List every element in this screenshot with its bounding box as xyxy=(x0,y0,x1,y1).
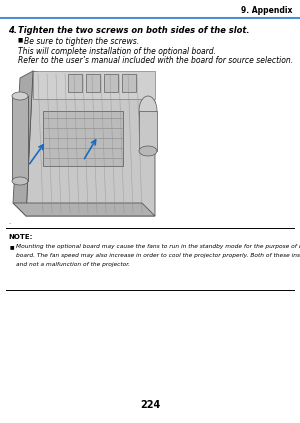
Text: 224: 224 xyxy=(140,400,160,410)
Text: .: . xyxy=(8,219,10,225)
Text: Be sure to tighten the screws.: Be sure to tighten the screws. xyxy=(24,37,139,46)
Ellipse shape xyxy=(139,146,157,156)
Bar xyxy=(68,74,82,92)
Polygon shape xyxy=(13,71,33,216)
Bar xyxy=(122,74,136,92)
Bar xyxy=(33,71,155,99)
Text: board. The fan speed may also increase in order to cool the projector properly. : board. The fan speed may also increase i… xyxy=(16,253,300,258)
Text: This will complete installation of the optional board.: This will complete installation of the o… xyxy=(18,47,216,56)
Ellipse shape xyxy=(12,177,28,185)
Text: Mounting the optional board may cause the fans to run in the standby mode for th: Mounting the optional board may cause th… xyxy=(16,244,300,249)
Text: ■: ■ xyxy=(18,37,23,42)
Bar xyxy=(43,111,123,166)
Bar xyxy=(86,74,100,92)
Text: ■: ■ xyxy=(10,244,15,249)
Text: Refer to the user’s manual included with the board for source selection.: Refer to the user’s manual included with… xyxy=(18,56,293,65)
Text: 9. Appendix: 9. Appendix xyxy=(241,6,292,15)
Bar xyxy=(12,96,28,181)
Bar xyxy=(104,74,118,92)
Polygon shape xyxy=(13,203,155,216)
Bar xyxy=(139,111,157,151)
Text: 4.: 4. xyxy=(8,26,17,35)
Text: and not a malfunction of the projector.: and not a malfunction of the projector. xyxy=(16,262,130,267)
Polygon shape xyxy=(26,71,155,216)
Ellipse shape xyxy=(139,96,157,126)
Text: NOTE:: NOTE: xyxy=(8,234,32,240)
Text: Tighten the two screws on both sides of the slot.: Tighten the two screws on both sides of … xyxy=(18,26,250,35)
Ellipse shape xyxy=(12,92,28,100)
